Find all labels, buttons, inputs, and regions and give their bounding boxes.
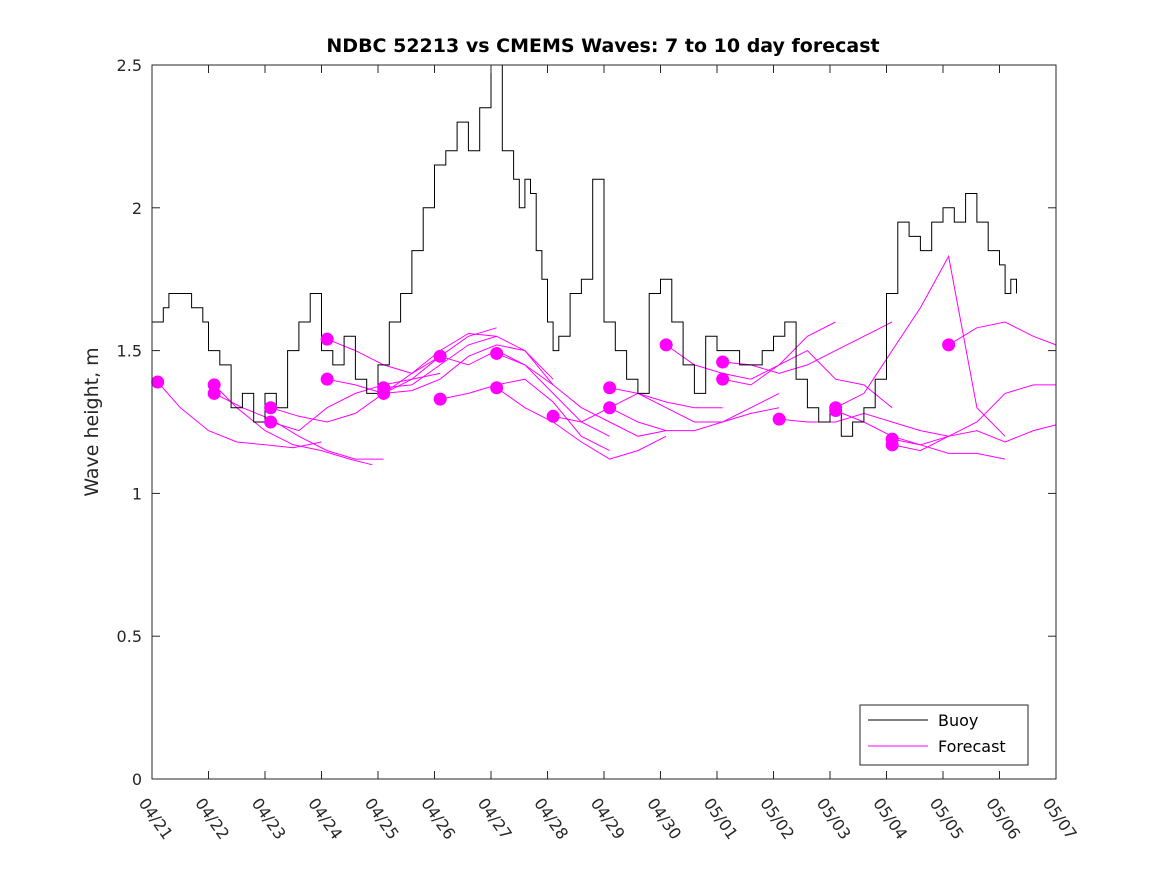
forecast-marker [772, 412, 786, 426]
forecast-marker [433, 349, 447, 363]
legend: Buoy Forecast [859, 704, 1029, 766]
buoy-line [152, 64, 1017, 437]
y-tick-label: 0.5 [117, 627, 142, 646]
y-tick-label: 0 [132, 770, 142, 789]
y-tick-label: 2 [132, 199, 142, 218]
legend-box [859, 704, 1029, 766]
forecast-line [496, 387, 667, 460]
forecast-marker [716, 355, 730, 369]
forecast-line [948, 321, 1057, 346]
plot-series [151, 64, 1057, 466]
legend-forecast-label: Forecast [938, 737, 1006, 756]
forecast-marker [603, 381, 617, 395]
forecast-marker [490, 346, 504, 360]
y-tick-label: 1 [132, 484, 142, 503]
forecast-line [892, 384, 1056, 446]
forecast-marker [659, 338, 673, 352]
forecast-marker [716, 372, 730, 386]
forecast-marker [320, 332, 334, 346]
forecast-marker [490, 381, 504, 395]
forecast-marker [207, 386, 221, 400]
y-tick-label: 2.5 [117, 56, 142, 75]
forecast-marker [603, 401, 617, 415]
forecast-marker [151, 375, 165, 389]
forecast-line [157, 381, 322, 449]
legend-buoy-label: Buoy [938, 711, 978, 730]
y-axis-label: Wave height, m [81, 347, 103, 496]
forecast-line [270, 355, 441, 432]
forecast-marker [377, 386, 391, 400]
forecast-line [327, 332, 497, 394]
forecast-line [439, 378, 610, 452]
forecast-line [383, 344, 554, 394]
forecast-marker [546, 409, 560, 423]
chart-title: NDBC 52213 vs CMEMS Waves: 7 to 10 day f… [326, 35, 879, 57]
forecast-line [722, 349, 893, 409]
forecast-marker [433, 392, 447, 406]
forecast-marker [885, 438, 899, 452]
forecast-line [891, 424, 1057, 452]
forecast-marker [320, 372, 334, 386]
forecast-line [496, 353, 667, 437]
forecast-line [609, 407, 780, 432]
forecast-line [835, 254, 1006, 437]
forecast-marker [264, 401, 278, 415]
y-tick-label: 1.5 [117, 342, 142, 361]
forecast-marker [264, 415, 278, 429]
forecast-marker [829, 404, 843, 418]
forecast-marker [942, 338, 956, 352]
